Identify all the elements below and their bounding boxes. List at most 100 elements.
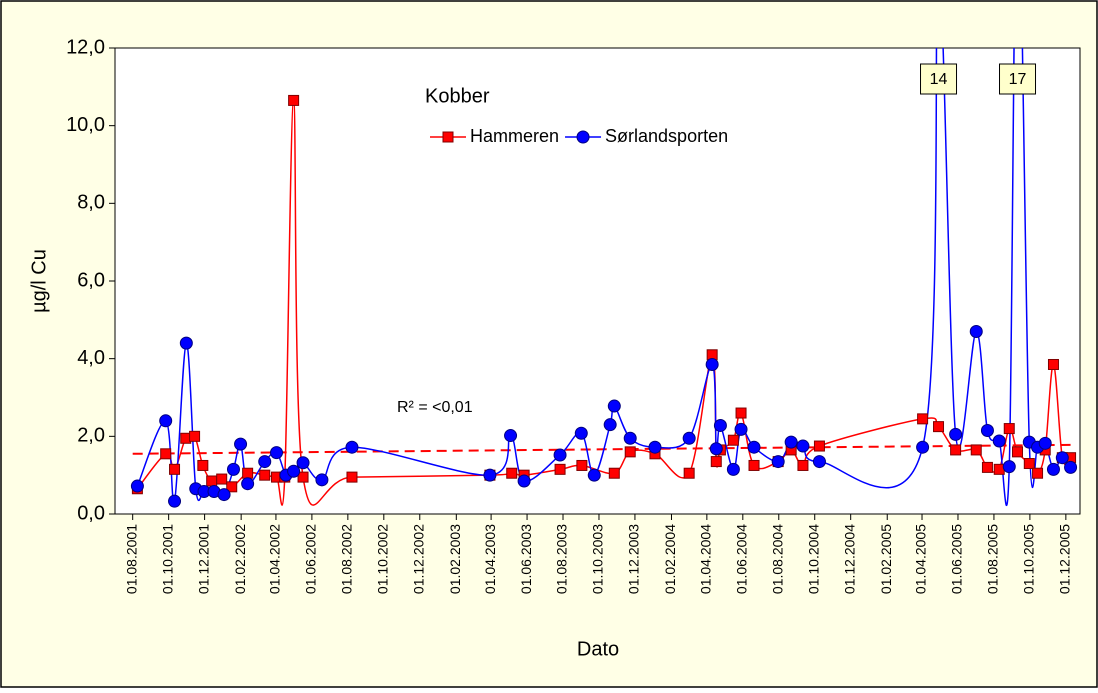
marker	[315, 473, 329, 487]
x-tick-label: 01.06.2005	[949, 524, 965, 594]
marker	[713, 418, 727, 432]
marker	[1023, 458, 1035, 470]
x-tick-label: 01.08.2002	[339, 524, 355, 594]
marker	[270, 446, 284, 460]
marker	[226, 481, 238, 493]
marker	[297, 471, 309, 483]
marker	[576, 459, 588, 471]
y-tick-label: 2,0	[77, 425, 105, 447]
marker	[287, 464, 301, 478]
marker	[981, 461, 993, 473]
marker	[727, 434, 739, 446]
trendline	[132, 443, 1071, 455]
marker	[748, 459, 760, 471]
x-tick-label: 01.12.2001	[195, 524, 211, 594]
x-tick-label: 01.10.2001	[159, 524, 175, 594]
x-tick-label: 01.08.2001	[123, 524, 139, 594]
x-tick-label: 01.02.2003	[447, 524, 463, 594]
x-tick-label: 01.04.2002	[267, 524, 283, 594]
marker	[259, 469, 271, 481]
y-tick-label: 12,0	[66, 36, 105, 58]
marker	[234, 437, 248, 451]
marker	[226, 462, 240, 476]
y-axis-label: µg/l Cu	[28, 249, 50, 313]
marker	[241, 477, 255, 491]
marker	[771, 455, 785, 469]
x-tick-label: 01.10.2005	[1021, 524, 1037, 594]
marker	[169, 463, 181, 475]
marker	[710, 456, 722, 468]
marker	[554, 463, 566, 475]
marker	[917, 413, 929, 425]
marker	[608, 467, 620, 479]
x-tick-label: 01.04.2003	[482, 524, 498, 594]
marker	[784, 435, 798, 449]
data-label-box	[920, 63, 958, 95]
data-label: 14	[930, 71, 948, 88]
y-tick-label: 6,0	[77, 269, 105, 291]
chart-title: Kobber	[425, 85, 490, 107]
marker	[916, 440, 930, 454]
marker	[623, 431, 637, 445]
marker	[682, 431, 696, 445]
marker	[1012, 446, 1024, 458]
marker	[168, 494, 182, 508]
marker	[950, 444, 962, 456]
marker	[992, 434, 1006, 448]
data-label: 17	[1009, 71, 1027, 88]
x-tick-label: 01.12.2002	[410, 524, 426, 594]
marker	[1003, 423, 1015, 435]
trendline-label: R² = <0,01	[397, 399, 473, 416]
x-tick-label: 01.02.2005	[878, 524, 894, 594]
marker	[1038, 436, 1052, 450]
marker	[603, 418, 617, 432]
marker	[1002, 460, 1016, 474]
marker	[506, 467, 518, 479]
marker	[217, 488, 231, 502]
legend-label: Hammeren	[470, 126, 559, 146]
marker	[130, 479, 144, 493]
y-tick-label: 0,0	[77, 502, 105, 524]
marker	[345, 440, 359, 454]
x-tick-label: 01.10.2003	[590, 524, 606, 594]
marker	[242, 467, 254, 479]
marker	[747, 440, 761, 454]
marker	[734, 422, 748, 436]
marker	[216, 473, 228, 485]
marker	[574, 426, 588, 440]
marker	[812, 455, 826, 469]
marker	[980, 424, 994, 438]
marker	[258, 455, 272, 469]
plot-area	[114, 47, 1081, 515]
marker	[296, 456, 310, 470]
x-tick-label: 01.08.2003	[554, 524, 570, 594]
marker	[504, 429, 518, 443]
x-tick-label: 01.08.2005	[985, 524, 1001, 594]
x-tick-label: 01.04.2004	[698, 524, 714, 594]
marker	[607, 399, 621, 413]
marker	[993, 463, 1005, 475]
marker	[288, 94, 300, 106]
x-axis-label: Dato	[577, 638, 619, 660]
x-tick-label: 01.04.2005	[913, 524, 929, 594]
marker	[1055, 451, 1069, 465]
marker	[648, 440, 662, 454]
marker	[705, 357, 719, 371]
marker	[1047, 358, 1059, 370]
x-tick-label: 01.12.2003	[626, 524, 642, 594]
marker	[179, 336, 193, 350]
plot-content	[130, 48, 1078, 508]
marker	[797, 459, 809, 471]
marker	[1064, 460, 1078, 474]
x-tick-label: 01.08.2004	[769, 524, 785, 594]
marker	[969, 324, 983, 338]
marker	[624, 446, 636, 458]
marker	[197, 459, 209, 471]
marker	[796, 439, 810, 453]
legend-label: Sørlandsporten	[605, 126, 728, 146]
x-tick-label: 01.06.2002	[303, 524, 319, 594]
marker	[553, 448, 567, 462]
y-tick-label: 8,0	[77, 192, 105, 214]
marker	[1032, 467, 1044, 479]
